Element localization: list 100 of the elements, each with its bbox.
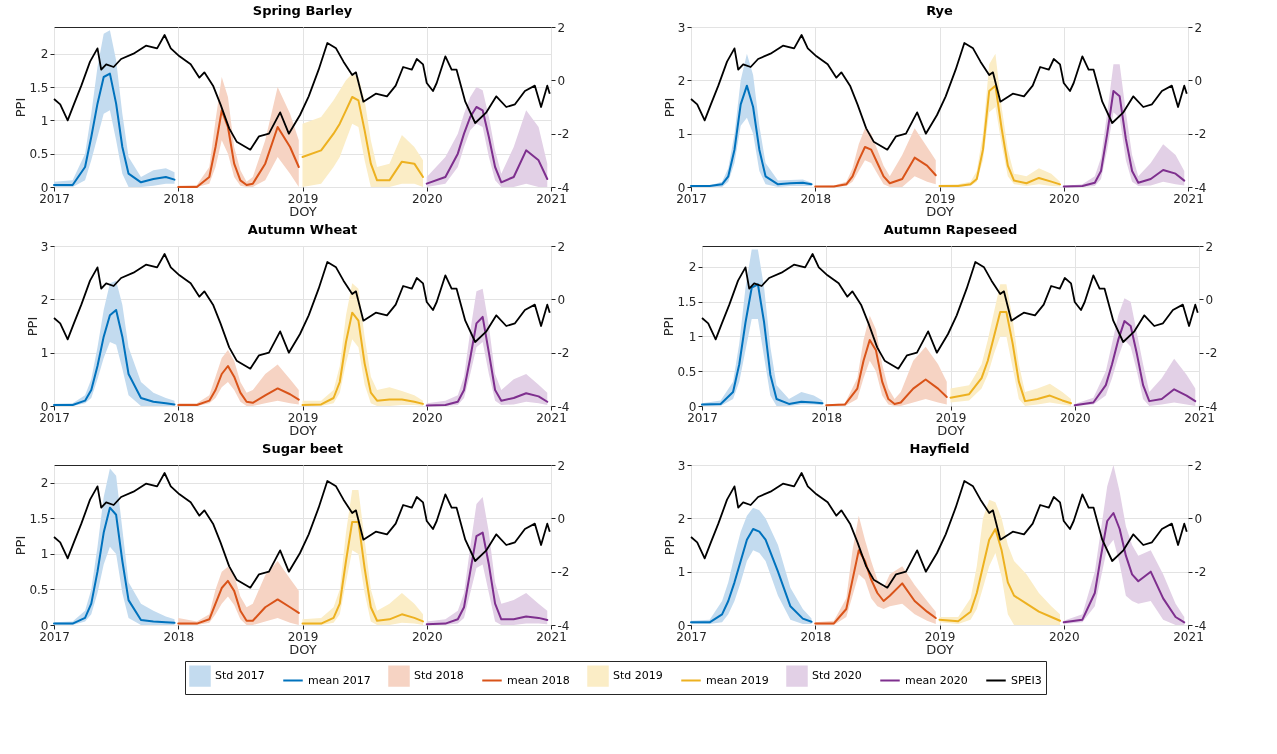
y2-tick-label: 2 — [557, 239, 566, 254]
line-series — [814, 146, 937, 188]
line-series — [825, 338, 948, 407]
x-tick-label: 2018 — [800, 191, 832, 206]
x-tick-label: 2020 — [1059, 410, 1091, 425]
line-series — [425, 315, 549, 407]
x-tick-label: 2020 — [411, 410, 443, 425]
y-tick-label: 1 — [677, 127, 686, 142]
y-tick-label: 1 — [677, 565, 686, 580]
line-series — [53, 506, 176, 625]
line-series — [690, 528, 813, 624]
legend-label: mean 2020 — [905, 673, 968, 687]
x-tick-label: 2019 — [935, 410, 967, 425]
y-tick-label: 1.5 — [29, 80, 49, 95]
y-tick-label: 2 — [688, 260, 697, 275]
line-series — [425, 106, 549, 185]
line-series — [53, 472, 551, 589]
y-tick-label: 2 — [40, 476, 49, 491]
line-series — [1073, 320, 1197, 407]
y-axis-title: PPI — [13, 535, 29, 556]
y2-tick-label: 2 — [557, 458, 566, 473]
x-tick-label: 2018 — [163, 629, 195, 644]
chart-title: Autumn Rapeseed — [883, 222, 1018, 237]
y-tick-label: 0.5 — [29, 147, 49, 162]
line-series — [301, 520, 425, 625]
x-tick-label: 2018 — [800, 629, 832, 644]
line-series — [690, 84, 813, 187]
x-axis-title: DOY — [289, 422, 317, 438]
line-series — [690, 34, 1188, 151]
y2-tick-label: 0 — [557, 73, 566, 88]
legend-label: mean 2019 — [706, 673, 769, 687]
y-tick-label: 2 — [40, 47, 49, 62]
y-tick-label: 3 — [677, 458, 686, 473]
y-tick-label: 1 — [40, 547, 49, 562]
line-series — [177, 579, 300, 625]
y-tick-label: 0.5 — [29, 582, 49, 597]
y2-tick-label: -2 — [1205, 346, 1218, 361]
line-series — [1062, 512, 1186, 624]
line-series — [949, 311, 1073, 405]
y2-tick-label: -2 — [557, 565, 570, 580]
y2-tick-label: 2 — [557, 20, 566, 35]
y2-tick-label: 2 — [1194, 20, 1203, 35]
x-tick-label: 2019 — [287, 191, 319, 206]
x-tick-label: 2018 — [163, 410, 195, 425]
line-series — [177, 109, 300, 188]
x-axis-title: DOY — [937, 422, 965, 438]
x-tick-label: 2019 — [287, 410, 319, 425]
x-tick-label: 2019 — [924, 191, 956, 206]
line-series — [53, 309, 176, 406]
y2-tick-label: -2 — [1194, 127, 1207, 142]
line-series — [701, 253, 1199, 370]
legend-label: Std 2018 — [414, 669, 464, 683]
y2-tick-label: 2 — [1205, 239, 1214, 254]
legend-label: Std 2017 — [215, 669, 265, 683]
x-tick-label: 2020 — [1048, 629, 1080, 644]
y2-tick-label: 0 — [1205, 292, 1214, 307]
line-series — [53, 72, 176, 186]
x-tick-label: 2020 — [411, 191, 443, 206]
y-axis-title: PPI — [13, 97, 29, 118]
y-tick-label: 3 — [40, 239, 49, 254]
line-series — [301, 311, 425, 406]
legend-label: mean 2017 — [308, 673, 371, 687]
y-tick-label: 1 — [688, 329, 697, 344]
y-tick-label: 1 — [40, 346, 49, 361]
x-axis-title: DOY — [289, 641, 317, 657]
legend-label: SPEI3 — [1011, 673, 1042, 687]
y2-tick-label: 0 — [1194, 73, 1203, 88]
chart-title: Autumn Wheat — [247, 222, 358, 237]
y-tick-label: 1 — [40, 113, 49, 128]
y-tick-label: 2 — [677, 73, 686, 88]
y-tick-label: 1.5 — [29, 511, 49, 526]
chart-title: Spring Barley — [252, 3, 353, 18]
x-tick-label: 2018 — [811, 410, 843, 425]
chart-title: Rye — [926, 3, 954, 18]
y2-tick-label: 0 — [1194, 511, 1203, 526]
y-axis-title: PPI — [661, 316, 677, 337]
chart-title: Hayfield — [909, 441, 970, 456]
line-series — [938, 84, 1062, 187]
x-tick-label: 2020 — [411, 629, 443, 644]
legend-label: Std 2020 — [812, 669, 862, 683]
y-axis-title: PPI — [24, 316, 40, 337]
y-tick-label: 0.5 — [677, 364, 697, 379]
y-tick-label: 1.5 — [677, 295, 697, 310]
y2-tick-label: -2 — [557, 127, 570, 142]
line-series — [814, 549, 937, 625]
line-series — [425, 531, 549, 626]
y2-tick-label: -2 — [557, 346, 570, 361]
y-tick-label: 3 — [677, 20, 686, 35]
line-series — [1062, 90, 1186, 188]
y-tick-label: 2 — [677, 511, 686, 526]
x-axis-title: DOY — [926, 203, 954, 219]
line-series — [53, 34, 551, 151]
x-axis-title: DOY — [926, 641, 954, 657]
line-series — [301, 96, 425, 182]
y2-tick-label: 0 — [557, 511, 566, 526]
line-series — [177, 365, 300, 406]
line-series — [701, 283, 824, 406]
y-axis-title: PPI — [661, 535, 677, 556]
y2-tick-label: 2 — [1194, 458, 1203, 473]
legend-label: mean 2018 — [507, 673, 570, 687]
